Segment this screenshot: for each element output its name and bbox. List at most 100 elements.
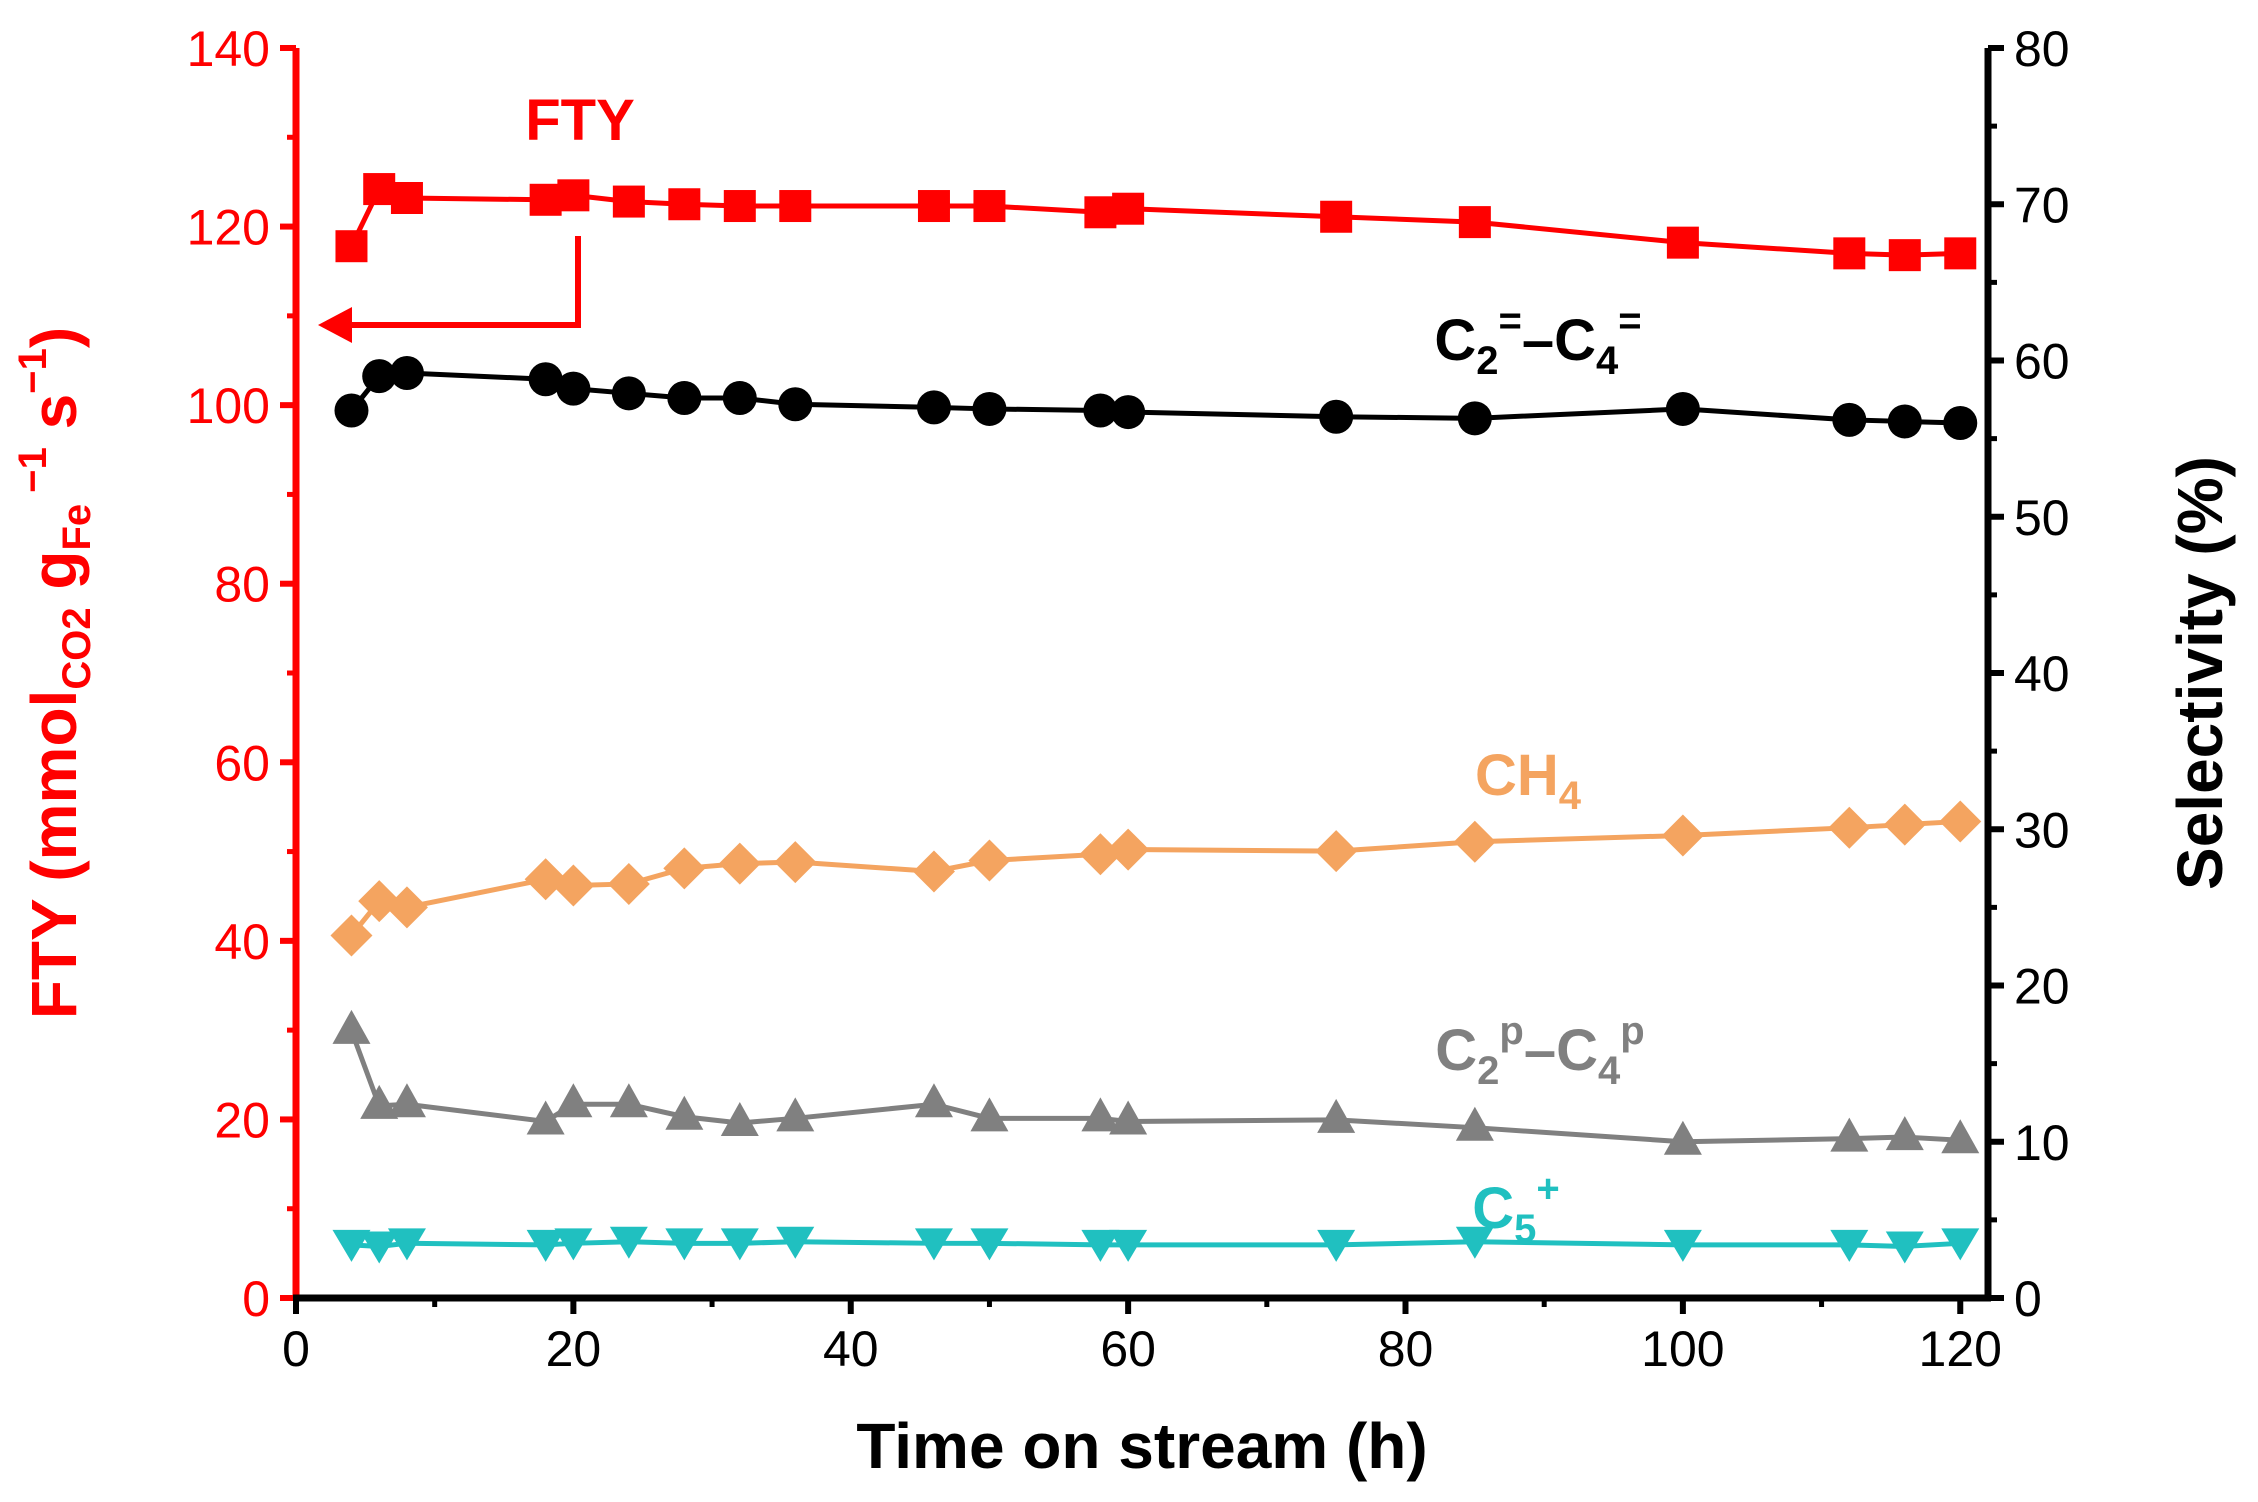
right-axis-title: Selectivity (%) — [2164, 456, 2236, 890]
data-point — [389, 356, 424, 390]
data-point — [1665, 391, 1700, 426]
data-point — [554, 1228, 593, 1261]
data-point — [972, 391, 1007, 426]
left-axis-title-sup1: −1 — [11, 447, 55, 504]
data-point — [1885, 1116, 1924, 1151]
series-label-part: 2 — [1476, 339, 1498, 383]
series-label-part: C — [1472, 1176, 1514, 1241]
data-point — [1941, 1228, 1980, 1261]
data-point — [387, 1083, 426, 1118]
x-tick-label: 0 — [282, 1321, 310, 1377]
data-point — [612, 185, 645, 218]
series-label-part: = — [1618, 299, 1641, 343]
data-point — [720, 1102, 759, 1136]
right-tick-label: 20 — [2014, 959, 2070, 1015]
data-point — [1079, 833, 1122, 876]
series-C5+ — [332, 1226, 1980, 1264]
data-point — [1828, 806, 1871, 849]
left-tick-label: 20 — [214, 1092, 270, 1148]
data-point — [722, 381, 757, 415]
data-point — [1943, 406, 1978, 440]
data-point — [1666, 226, 1699, 259]
series-label-part: C — [1434, 308, 1476, 373]
x-axis-ticks: 0 20 40 60 80 100 120 — [282, 1298, 2002, 1377]
data-point — [554, 1083, 593, 1118]
data-point — [1083, 393, 1118, 428]
left-tick-label: 120 — [187, 200, 270, 256]
data-point — [556, 371, 591, 406]
series-label-part: 4 — [1598, 1049, 1621, 1093]
x-axis-title: Time on stream (h) — [856, 1410, 1427, 1482]
left-axis-title-close: ) — [18, 327, 90, 348]
series-layer — [330, 173, 1982, 1264]
x-tick-label: 80 — [1378, 1321, 1434, 1377]
series-line — [349, 1029, 1961, 1145]
data-point — [1661, 814, 1704, 857]
data-point — [774, 841, 817, 884]
series-label: C2p–C4p — [1435, 1009, 1644, 1093]
data-point — [526, 1100, 565, 1135]
data-point — [358, 880, 401, 923]
data-point — [1944, 237, 1977, 270]
data-point — [552, 864, 595, 907]
data-point — [330, 914, 373, 957]
series-label: FTY — [525, 88, 635, 153]
data-point — [524, 858, 567, 901]
right-tick-label: 10 — [2014, 1115, 2070, 1171]
series-label-part: 2 — [1477, 1049, 1499, 1093]
fty-arrow-head — [318, 307, 352, 343]
left-tick-label: 140 — [187, 21, 270, 77]
series-CH4 — [330, 800, 1982, 957]
series-label: C2=–C4= — [1434, 299, 1641, 383]
data-point — [609, 1226, 648, 1259]
data-point — [609, 1083, 648, 1118]
data-point — [778, 387, 813, 422]
data-point — [362, 359, 397, 394]
data-point — [611, 376, 646, 411]
data-point — [607, 862, 650, 905]
data-point — [1111, 395, 1146, 430]
data-point — [387, 1228, 426, 1261]
series-label-part: = — [1499, 299, 1522, 343]
x-tick-label: 100 — [1641, 1321, 1724, 1377]
series-FTY — [335, 173, 1977, 272]
data-point — [663, 847, 706, 890]
data-point — [917, 190, 950, 223]
left-axis-title-g: g — [18, 551, 90, 608]
series-label-part: 4 — [1559, 774, 1582, 818]
series-line — [349, 818, 1961, 938]
left-tick-label: 100 — [187, 378, 270, 434]
data-point — [1887, 404, 1922, 439]
data-point — [1081, 1097, 1120, 1132]
data-point — [1941, 1119, 1980, 1154]
data-point — [335, 230, 368, 263]
data-point — [390, 182, 423, 214]
x-tick-label: 60 — [1100, 1321, 1156, 1377]
data-point — [968, 839, 1011, 882]
data-point — [1109, 1229, 1148, 1262]
data-point — [360, 1231, 399, 1264]
x-axis: 0 20 40 60 80 100 120 — [282, 1294, 2002, 1377]
data-point — [665, 1095, 704, 1130]
left-axis-title-sup2: −1 — [11, 348, 55, 394]
data-point — [1939, 800, 1982, 843]
data-point — [1663, 1120, 1702, 1155]
left-tick-label: 80 — [214, 557, 270, 613]
data-point — [1081, 1229, 1120, 1262]
series-label: C5+ — [1472, 1167, 1560, 1251]
series-label-part: FTY — [525, 88, 635, 153]
data-point — [332, 1009, 371, 1044]
data-point — [1453, 820, 1496, 863]
data-point — [1888, 239, 1921, 272]
left-axis: 0 20 40 60 80 100 120 140 — [187, 21, 300, 1327]
data-point — [970, 1097, 1009, 1132]
left-axis-title-sub-co2: CO2 — [55, 607, 99, 689]
data-point — [912, 850, 955, 893]
data-point — [528, 362, 563, 397]
series-line — [349, 186, 1961, 258]
right-tick-label: 40 — [2014, 646, 2070, 702]
data-point — [1084, 196, 1117, 229]
series-label-part: –C — [1524, 1018, 1598, 1083]
left-axis-title-sub-fe: Fe — [55, 504, 99, 551]
